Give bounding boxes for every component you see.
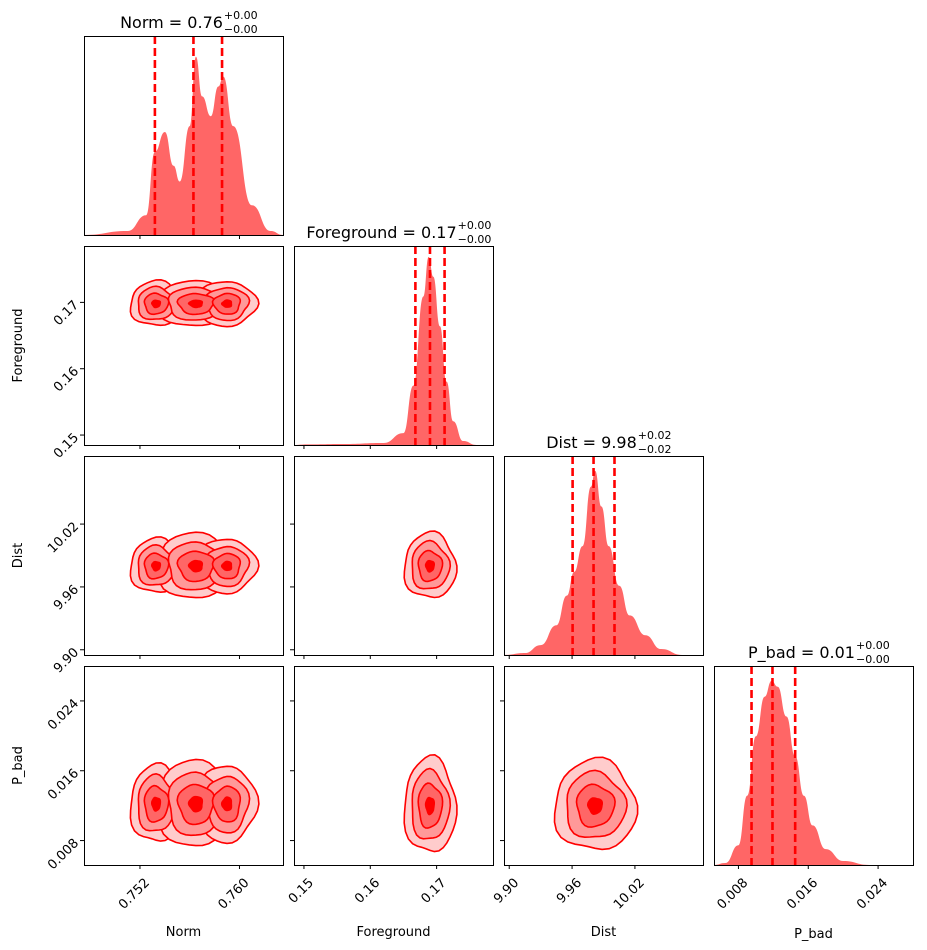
x-axis-label-P_bad: P_bad bbox=[794, 927, 833, 942]
y-tick-label-P_bad: 0.008 bbox=[45, 836, 82, 873]
panel-frame bbox=[294, 246, 494, 446]
x-axis-label-Dist: Dist bbox=[591, 925, 617, 940]
histogram-panel-Foreground bbox=[294, 246, 493, 445]
panel-title-lower-error: −0.00 bbox=[856, 653, 890, 666]
x-axis-label-Norm: Norm bbox=[166, 925, 201, 940]
panel-title-Norm: Norm = 0.76 bbox=[120, 13, 223, 32]
x-axis-label-Foreground: Foreground bbox=[356, 925, 430, 940]
x-tick-label-Norm: 0.760 bbox=[215, 876, 252, 913]
panel-title-upper-error: +0.00 bbox=[856, 639, 890, 652]
x-tick-label-Dist: 10.02 bbox=[611, 876, 648, 913]
y-tick-label-Dist: 9.90 bbox=[51, 645, 82, 676]
y-tick-label-Foreground: 0.15 bbox=[51, 430, 82, 461]
x-tick-label-Foreground: 0.15 bbox=[286, 876, 317, 907]
contour-level-4 bbox=[187, 559, 204, 573]
histogram-area bbox=[294, 256, 493, 445]
contour-level-4 bbox=[151, 796, 162, 812]
x-tick-label-Norm: 0.752 bbox=[116, 876, 153, 913]
x-tick-label-Foreground: 0.16 bbox=[352, 876, 383, 907]
contour-level-4 bbox=[587, 797, 603, 815]
contour-panel-Norm-Foreground bbox=[129, 278, 260, 328]
panel-frame bbox=[84, 36, 284, 236]
y-axis-label-Dist: Dist bbox=[11, 543, 26, 569]
panel-title-upper-error: +0.00 bbox=[224, 9, 258, 22]
panel-frame bbox=[714, 666, 914, 866]
panel-frame bbox=[84, 456, 284, 656]
panel-frame bbox=[294, 456, 494, 656]
y-tick-label-Dist: 10.02 bbox=[45, 520, 82, 557]
panel-title-lower-error: −0.00 bbox=[458, 233, 492, 246]
x-tick-label-P_bad: 0.024 bbox=[854, 876, 891, 913]
contour-panel-Norm-P_bad bbox=[129, 758, 260, 847]
x-tick-label-P_bad: 0.008 bbox=[714, 876, 751, 913]
histogram-area bbox=[84, 56, 283, 235]
panel-frame bbox=[504, 456, 704, 656]
panel-frame bbox=[294, 666, 494, 866]
panel-title-Dist: Dist = 9.98 bbox=[546, 433, 637, 452]
y-axis-label-Foreground: Foreground bbox=[11, 308, 26, 382]
y-tick-label-P_bad: 0.016 bbox=[45, 766, 82, 803]
panel-frame bbox=[84, 246, 284, 446]
contour-level-4 bbox=[187, 795, 204, 813]
histogram-area bbox=[714, 680, 913, 865]
y-tick-label-Foreground: 0.17 bbox=[51, 298, 82, 329]
contour-level-4 bbox=[187, 299, 204, 309]
panel-title-lower-error: −0.02 bbox=[638, 443, 672, 456]
contour-level-4 bbox=[151, 299, 162, 309]
panel-title-Foreground: Foreground = 0.17 bbox=[306, 223, 456, 242]
contour-panel-Dist-P_bad bbox=[553, 756, 639, 851]
y-tick-label-P_bad: 0.024 bbox=[45, 696, 82, 733]
contour-level-4 bbox=[220, 796, 233, 812]
panel-title-upper-error: +0.00 bbox=[458, 219, 492, 232]
panel-frame bbox=[504, 666, 704, 866]
x-tick-label-Dist: 9.90 bbox=[491, 876, 522, 907]
y-tick-label-Foreground: 0.16 bbox=[51, 364, 82, 395]
histogram-area bbox=[504, 470, 703, 655]
x-tick-label-P_bad: 0.016 bbox=[784, 876, 821, 913]
contour-level-4 bbox=[424, 796, 435, 816]
contour-panel-Foreground-P_bad bbox=[403, 753, 458, 853]
contour-panel-Foreground-Dist bbox=[403, 530, 458, 599]
x-tick-label-Foreground: 0.17 bbox=[418, 876, 449, 907]
contour-level-4 bbox=[220, 560, 233, 572]
panel-title-upper-error: +0.02 bbox=[638, 429, 672, 442]
y-axis-label-P_bad: P_bad bbox=[11, 746, 26, 785]
panel-title-lower-error: −0.00 bbox=[224, 23, 258, 36]
histogram-panel-Dist bbox=[504, 456, 703, 655]
y-tick-label-Dist: 9.96 bbox=[51, 582, 82, 613]
contour-level-4 bbox=[424, 559, 435, 573]
contour-level-4 bbox=[220, 299, 233, 308]
panel-frame bbox=[84, 666, 284, 866]
contour-level-4 bbox=[151, 560, 162, 572]
x-tick-label-Dist: 9.96 bbox=[554, 876, 585, 907]
contour-panel-Norm-Dist bbox=[129, 531, 260, 599]
histogram-panel-P_bad bbox=[714, 666, 913, 865]
histogram-panel-Norm bbox=[84, 36, 283, 235]
panel-title-P_bad: P_bad = 0.01 bbox=[748, 643, 855, 663]
